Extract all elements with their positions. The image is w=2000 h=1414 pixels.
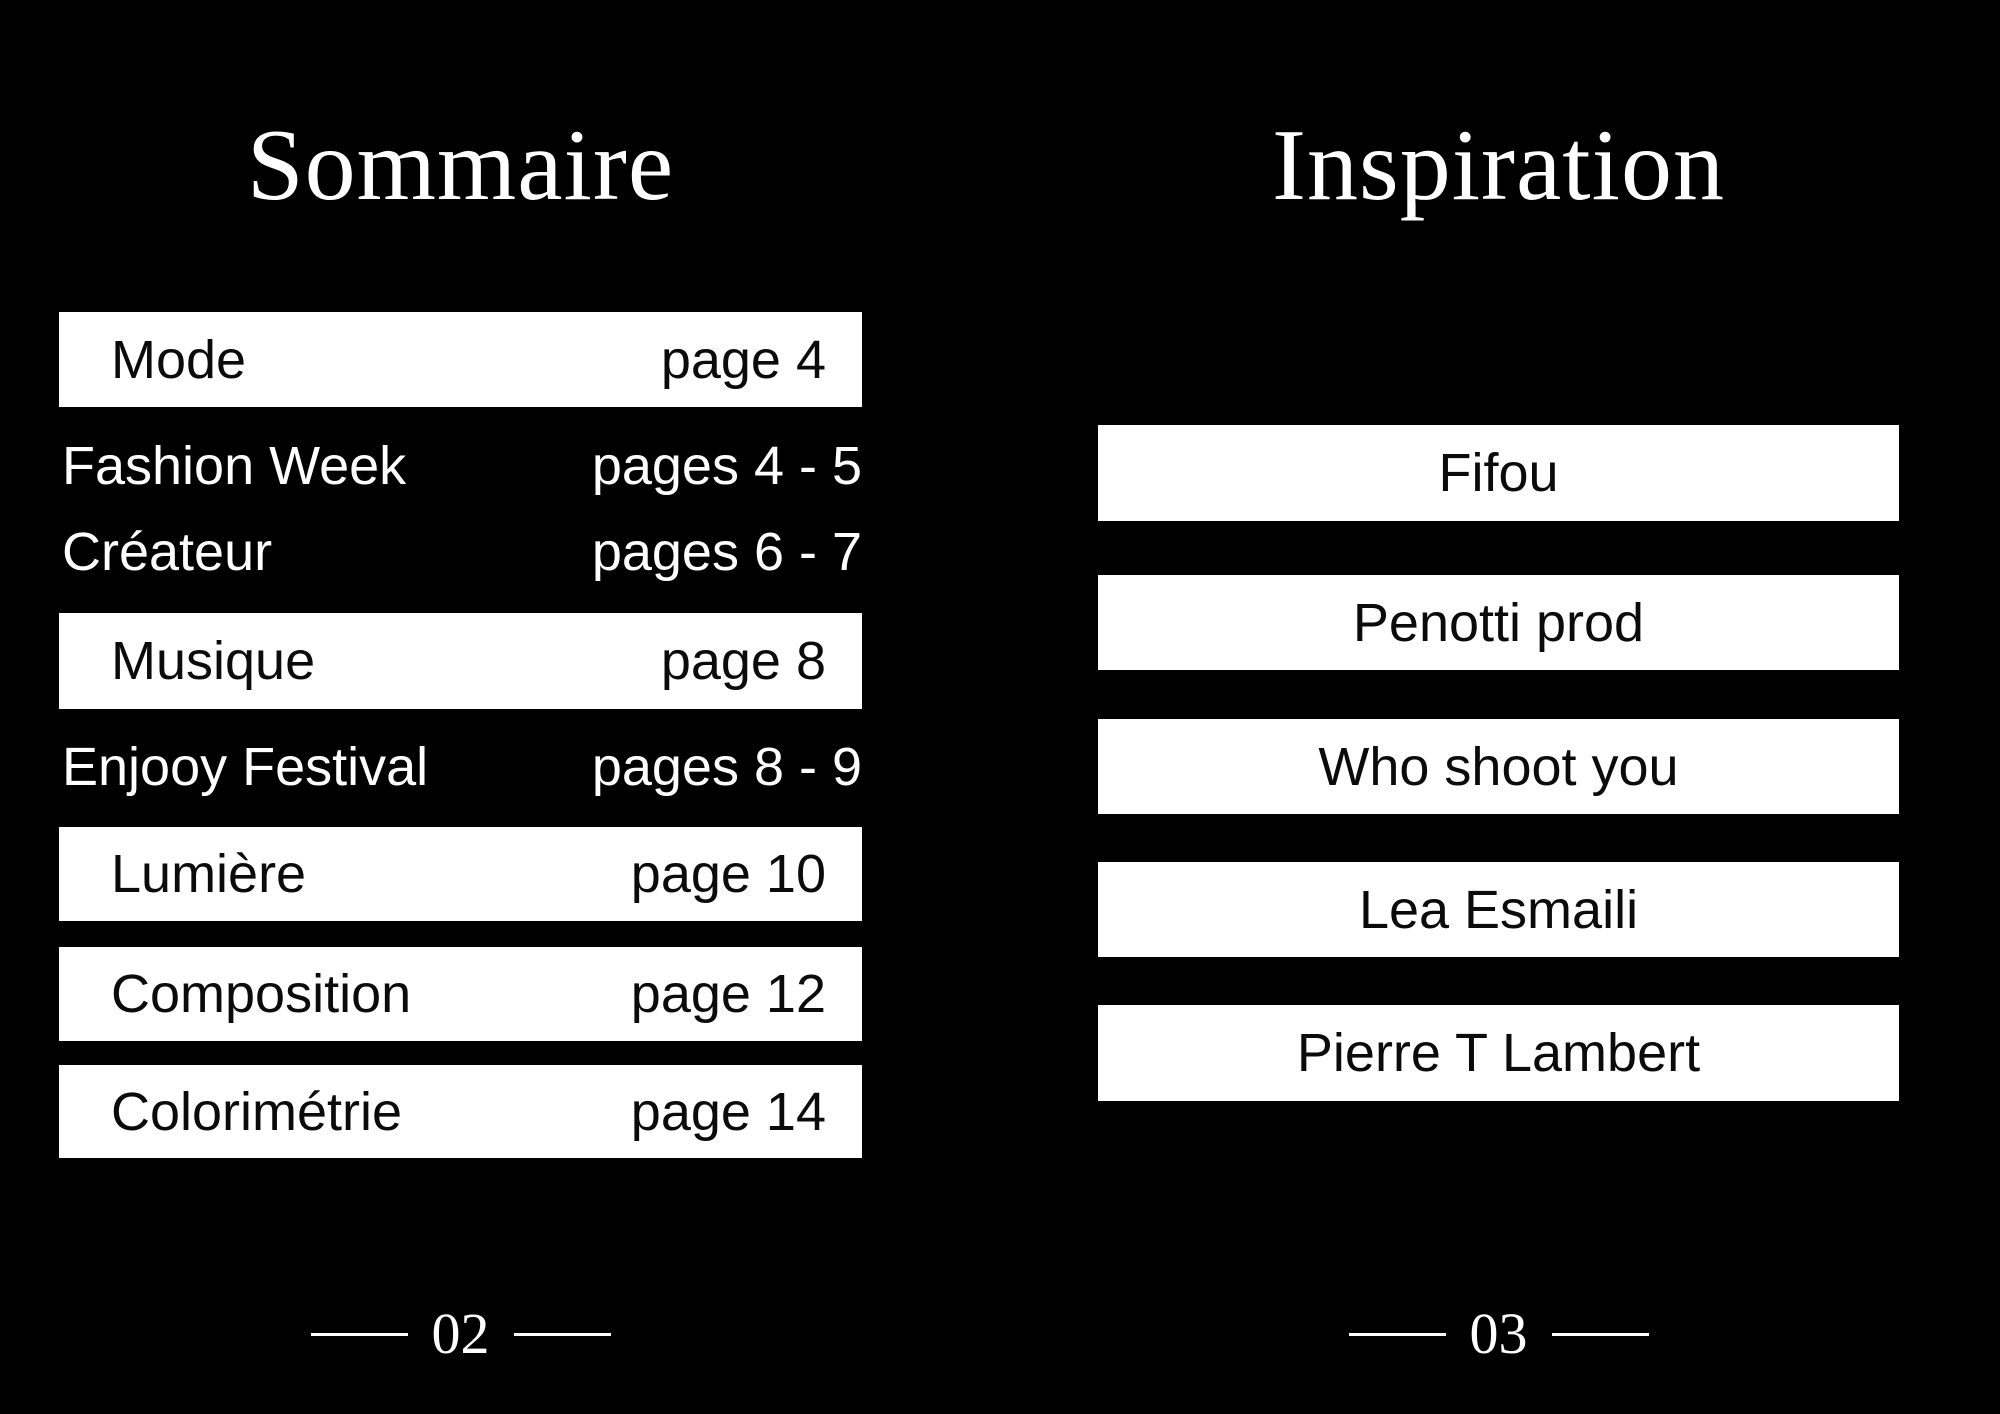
toc-pages: pages 6 - 7 xyxy=(591,522,862,582)
toc-label: Créateur xyxy=(62,522,273,582)
toc-pages: page 12 xyxy=(630,964,826,1024)
toc-row-musique[interactable]: Musique page 8 xyxy=(59,613,862,709)
inspiration-item-fifou[interactable]: Fifou xyxy=(1098,425,1899,521)
inspiration-label: Penotti prod xyxy=(1352,592,1645,653)
page-number-right: 03 xyxy=(1098,1300,1899,1368)
page-number-text: 03 xyxy=(1469,1301,1528,1366)
inspiration-title: Inspiration xyxy=(1272,109,1725,222)
page-number-left: 02 xyxy=(59,1300,862,1368)
sommaire-column: Sommaire Mode page 4 Fashion Week pages … xyxy=(59,0,862,1414)
toc-label: Musique xyxy=(111,631,316,691)
pagemark-line-right xyxy=(513,1332,611,1336)
toc-pages: page 8 xyxy=(660,631,826,691)
toc-pages: page 10 xyxy=(630,844,826,904)
pagemark-line-left xyxy=(310,1332,408,1336)
toc-pages: page 14 xyxy=(630,1081,826,1142)
toc-row-colorimetrie[interactable]: Colorimétrie page 14 xyxy=(59,1065,862,1158)
toc-pages: pages 8 - 9 xyxy=(591,737,862,797)
toc-label: Lumière xyxy=(111,844,307,904)
toc-row-enjooy-festival: Enjooy Festival pages 8 - 9 xyxy=(62,737,862,797)
toc-label: Mode xyxy=(111,329,247,390)
toc-row-fashion-week: Fashion Week pages 4 - 5 xyxy=(62,436,862,496)
pagemark-line-left xyxy=(1348,1332,1446,1336)
inspiration-item-penotti-prod[interactable]: Penotti prod xyxy=(1098,575,1899,670)
inspiration-item-pierre-t-lambert[interactable]: Pierre T Lambert xyxy=(1098,1005,1899,1101)
toc-row-lumiere[interactable]: Lumière page 10 xyxy=(59,827,862,921)
toc-pages: page 4 xyxy=(660,329,826,390)
inspiration-label: Pierre T Lambert xyxy=(1296,1023,1701,1083)
toc-label: Composition xyxy=(111,964,412,1024)
toc-row-composition[interactable]: Composition page 12 xyxy=(59,947,862,1041)
inspiration-item-lea-esmaili[interactable]: Lea Esmaili xyxy=(1098,862,1899,957)
page-number-text: 02 xyxy=(431,1301,490,1366)
toc-pages: pages 4 - 5 xyxy=(591,436,862,496)
inspiration-item-who-shoot-you[interactable]: Who shoot you xyxy=(1098,719,1899,814)
toc-label: Enjooy Festival xyxy=(62,737,429,797)
sommaire-title: Sommaire xyxy=(246,109,675,222)
inspiration-label: Fifou xyxy=(1438,443,1559,503)
inspiration-label: Who shoot you xyxy=(1318,736,1679,797)
toc-row-mode[interactable]: Mode page 4 xyxy=(59,312,862,407)
toc-row-createur: Créateur pages 6 - 7 xyxy=(62,522,862,582)
inspiration-label: Lea Esmaili xyxy=(1358,879,1639,940)
pagemark-line-right xyxy=(1551,1332,1649,1336)
toc-label: Colorimétrie xyxy=(111,1081,403,1142)
toc-label: Fashion Week xyxy=(62,436,407,496)
inspiration-column: Inspiration Fifou Penotti prod Who shoot… xyxy=(1098,0,1899,1414)
